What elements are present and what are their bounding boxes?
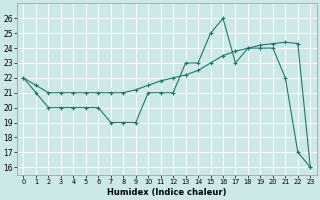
X-axis label: Humidex (Indice chaleur): Humidex (Indice chaleur) [107,188,227,197]
